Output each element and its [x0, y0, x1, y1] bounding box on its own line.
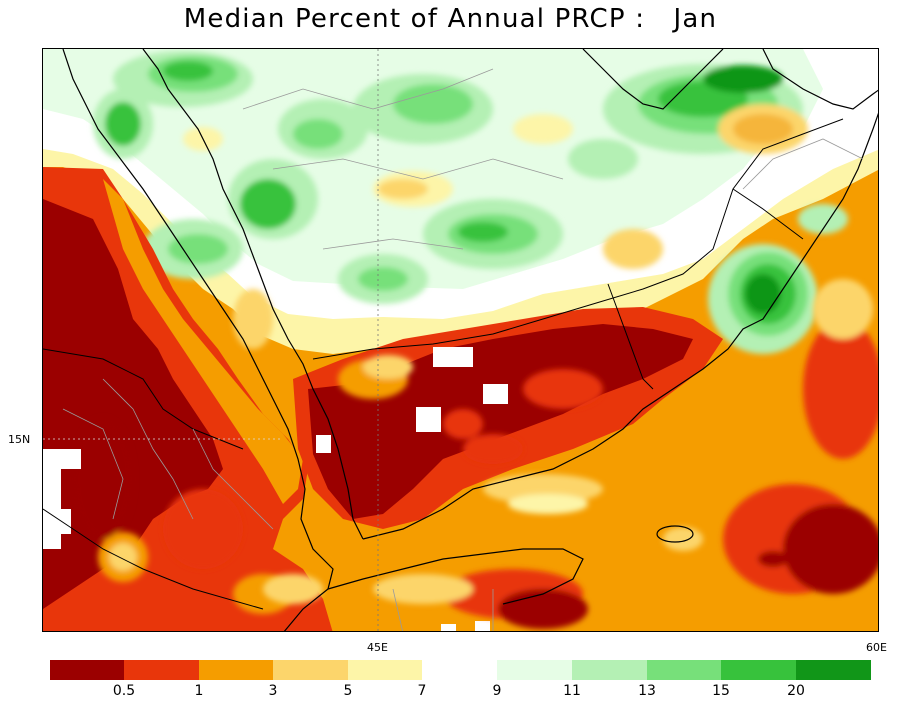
africa-detail	[73, 419, 293, 614]
colorbar-swatch	[572, 660, 647, 680]
precipitation-map	[42, 48, 879, 632]
colorbar-swatch	[647, 660, 721, 680]
country-borders	[43, 118, 844, 610]
lon-label-45e: 45E	[367, 641, 388, 654]
admin-borders	[62, 68, 864, 631]
colorbar-swatch	[273, 660, 348, 680]
colorbar-label: 1	[194, 683, 204, 699]
colorbar-swatch	[796, 660, 871, 680]
colorbar-label: 7	[417, 683, 427, 699]
white-patch	[433, 347, 473, 367]
white-patch	[441, 624, 456, 631]
coastlines	[62, 49, 878, 631]
africa-orange-strip	[103, 179, 303, 504]
colorbar-label: 0.5	[112, 683, 136, 699]
colorbar-low	[50, 660, 422, 680]
map-canvas	[43, 49, 878, 631]
colorbar-high	[497, 660, 871, 680]
white-patch	[43, 509, 71, 534]
colorbar-swatch	[721, 660, 796, 680]
colorbar-label: 9	[492, 683, 502, 699]
colorbar-swatch	[124, 660, 199, 680]
white-patch	[483, 384, 508, 404]
white-patch	[43, 449, 81, 469]
colorbar-swatch	[348, 660, 422, 680]
lat-label-15n: 15N	[8, 433, 31, 446]
white-patch	[475, 621, 490, 631]
colorbar-label: 5	[343, 683, 353, 699]
colorbar-label: 15	[712, 683, 730, 699]
colorbar-swatch	[199, 660, 273, 680]
colorbar-label: 3	[268, 683, 278, 699]
colorbar-label: 13	[638, 683, 656, 699]
chart-title: Median Percent of Annual PRCP : Jan	[183, 4, 718, 34]
yemen-detail	[338, 355, 603, 464]
colorbar-label: 11	[563, 683, 581, 699]
colorbar-label: 20	[787, 683, 805, 699]
colorbar-swatch	[50, 660, 124, 680]
green-patches	[93, 51, 848, 354]
colorbar-swatch	[497, 660, 572, 680]
white-patch	[416, 407, 441, 432]
lon-label-60e: 60E	[866, 641, 887, 654]
white-patch	[316, 435, 331, 453]
arabian-sea-detail	[263, 279, 878, 629]
